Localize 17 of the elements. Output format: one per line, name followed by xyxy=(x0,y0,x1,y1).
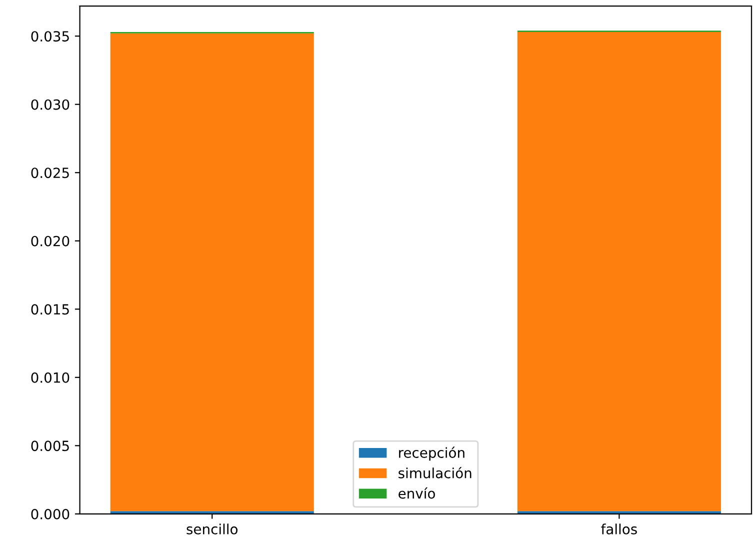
bar xyxy=(517,511,721,514)
y-tick-label: 0.020 xyxy=(31,236,70,246)
legend-label: recepción xyxy=(399,446,464,461)
y-tick-label: 0.005 xyxy=(31,440,69,452)
y-tick-label: 0.025 xyxy=(31,168,69,178)
bar xyxy=(517,32,721,512)
legend-label: simulación xyxy=(398,467,472,478)
bar xyxy=(110,33,314,512)
bar xyxy=(110,511,314,514)
y-tick-label: 0.030 xyxy=(31,99,70,110)
y-tick-label: 0.000 xyxy=(31,508,70,520)
y-tick-label: 0.035 xyxy=(31,31,69,42)
x-tick-label: sencillo xyxy=(186,524,238,534)
x-tick-label: fallos xyxy=(601,524,637,534)
y-tick-label: 0.010 xyxy=(31,372,70,383)
legend-label: envío xyxy=(398,487,435,499)
y-tick-label: 0.015 xyxy=(31,304,69,315)
